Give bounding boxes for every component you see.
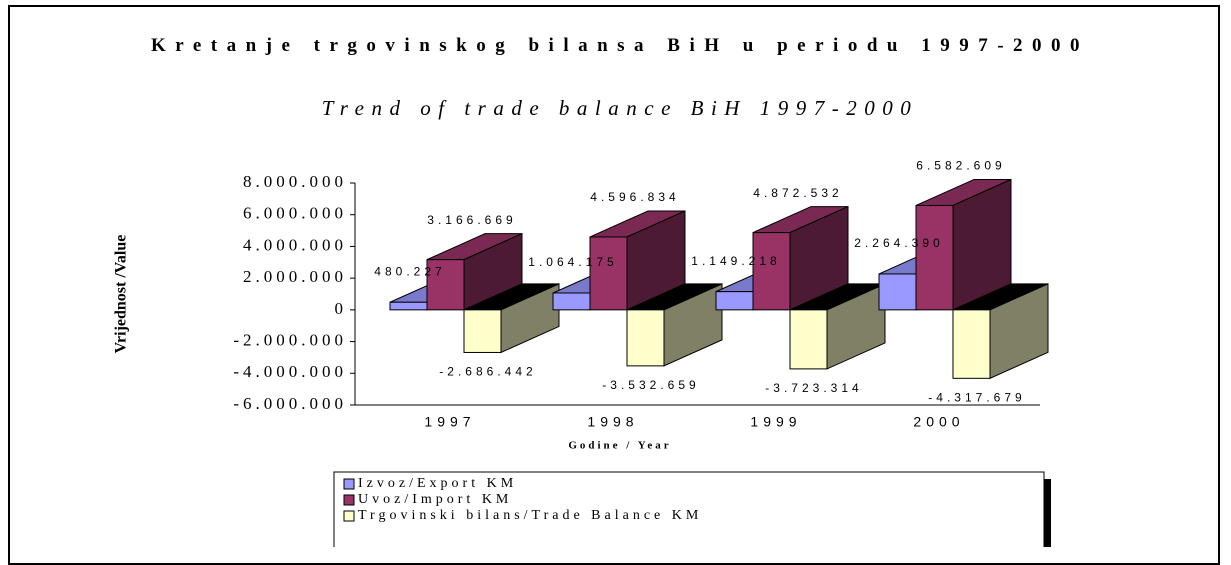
legend-label: Uvoz/Import KM [358,492,512,507]
data-label: -3.532.659 [602,378,699,392]
data-label: 480.227 [374,264,445,278]
bar-side [826,283,886,370]
bar [715,291,754,311]
bar [589,236,628,311]
bar [552,292,591,311]
data-label: -4.317.679 [928,390,1025,404]
legend-label: Trgovinski bilans/Trade Balance KM [358,508,702,523]
data-label: 1.149.218 [691,254,780,268]
data-label: 2.264.390 [854,236,943,250]
bar [915,204,954,311]
x-tick-label: 1999 [750,414,801,430]
x-axis-label: Godine / Year [568,440,671,452]
y-tick-label: -2.000.000 [233,330,347,349]
y-tick-label: -4.000.000 [233,362,347,381]
bar-side [663,283,723,367]
legend-swatch [343,494,355,506]
bar-side [989,283,1049,380]
y-tick-label: 6.000.000 [243,204,347,223]
data-label: -2.686.442 [439,365,536,379]
y-tick-label: 8.000.000 [243,172,347,191]
bar [952,309,991,379]
legend-swatch [343,510,355,522]
chart: Vrijednost /Value Godine / Year 8.000.00… [113,159,1051,547]
data-label: -3.723.314 [765,381,862,395]
y-tick-label: 4.000.000 [243,235,347,254]
data-label: 4.596.834 [590,190,679,204]
bar [389,301,428,311]
data-label: 4.872.532 [753,186,842,200]
chart-subtitle: Trend of trade balance BiH 1997-2000 [321,96,919,120]
bar [878,273,917,311]
y-tick-label: -6.000.000 [233,394,347,413]
x-tick-label: 1998 [587,414,638,430]
x-tick-label: 1997 [424,414,475,430]
bar [463,309,502,353]
legend-label: Izvoz/Export KM [358,476,517,491]
y-tick-label: 2.000.000 [243,267,347,286]
bar [789,309,828,370]
chart-title: Kretanje trgovinskog bilansa BiH u perio… [150,35,1090,56]
y-axis-label: Vrijednost /Value [113,235,130,354]
y-tick-label: 0 [335,299,348,318]
legend-box [333,471,1045,547]
data-label: 1.064.175 [528,255,617,269]
bar [626,309,665,367]
x-tick-label: 2000 [913,414,964,430]
data-label: 6.582.609 [916,159,1005,173]
data-label: 3.166.669 [427,213,516,227]
bar-side [500,283,560,354]
legend-swatch [343,478,355,490]
bar [752,232,791,311]
